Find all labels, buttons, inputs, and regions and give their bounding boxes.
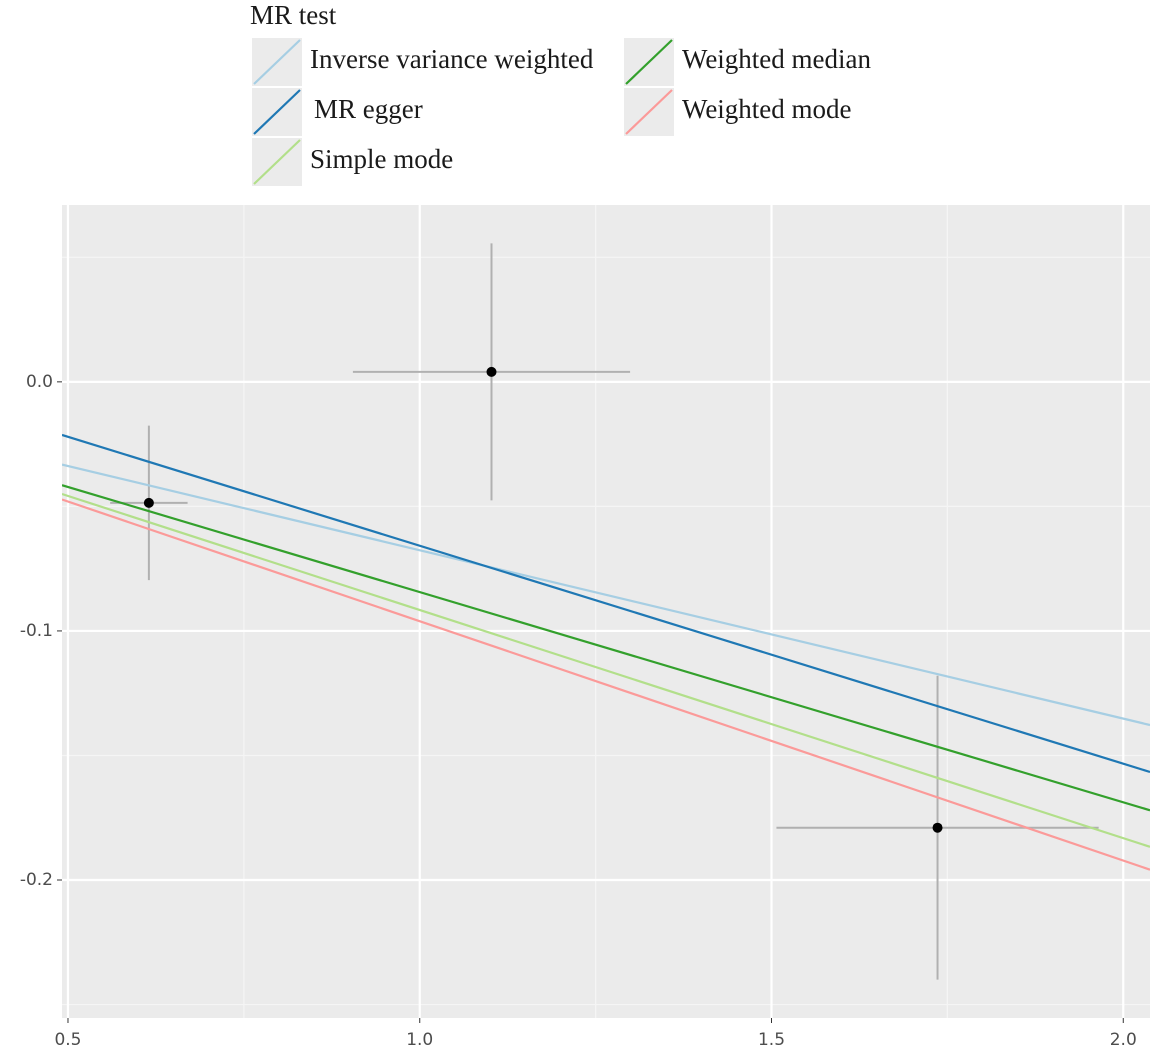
x-tick-label: 2.0 (1110, 1030, 1137, 1050)
plot-panel (62, 205, 1150, 1018)
y-tick-label: -0.1 (20, 621, 53, 641)
legend-title: MR test (250, 0, 337, 30)
x-tick-label: 1.5 (758, 1030, 785, 1050)
y-tick-label: 0.0 (26, 372, 53, 392)
regression-line (62, 484, 1150, 812)
regression-line (62, 498, 1150, 871)
regression-line (62, 433, 1150, 774)
legend-swatch (625, 89, 673, 135)
point (486, 366, 497, 377)
legend-label: Simple mode (310, 144, 453, 174)
point (143, 497, 154, 508)
y-tick-label: -0.2 (20, 870, 53, 890)
legend-label: MR egger (314, 94, 423, 124)
x-tick-label: 0.5 (54, 1030, 81, 1050)
regression-line (62, 463, 1150, 727)
legend-swatch (625, 39, 673, 85)
legend-swatch (253, 39, 301, 85)
regression-line (62, 492, 1150, 848)
legend-swatch (253, 89, 301, 135)
legend-label: Inverse variance weighted (310, 44, 594, 74)
point (932, 822, 943, 833)
x-tick-label: 1.0 (406, 1030, 433, 1050)
legend-label: Weighted median (682, 44, 872, 74)
legend-label: Weighted mode (682, 94, 852, 124)
legend-swatch (253, 139, 301, 185)
